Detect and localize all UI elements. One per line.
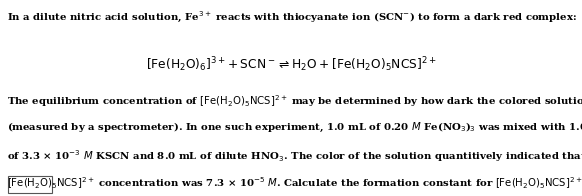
- Text: The equilibrium concentration of $[\mathrm{Fe(H_2O)_5NCS}]^{2+}$ may be determin: The equilibrium concentration of $[\math…: [7, 93, 582, 109]
- Text: $[\mathrm{Fe(H_2O)_5NCS}]^{2+}$ concentration was 7.3 × 10$^{-5}$ $M$. Calculate: $[\mathrm{Fe(H_2O)_5NCS}]^{2+}$ concentr…: [7, 175, 582, 191]
- Text: In a dilute nitric acid solution, Fe$^{3+}$ reacts with thiocyanate ion (SCN$^{-: In a dilute nitric acid solution, Fe$^{3…: [7, 9, 577, 24]
- Text: of 3.3 × 10$^{-3}$ $M$ KSCN and 8.0 mL of dilute HNO$_3$. The color of the solut: of 3.3 × 10$^{-3}$ $M$ KSCN and 8.0 mL o…: [7, 148, 582, 164]
- Text: (measured by a spectrometer). In one such experiment, 1.0 mL of 0.20 $M$ Fe(NO$_: (measured by a spectrometer). In one suc…: [7, 121, 582, 133]
- Text: $[\mathrm{Fe(H_2O)_6}]^{3+}\!+\mathrm{SCN}^-\rightleftharpoons\mathrm{H_2O}+[\ma: $[\mathrm{Fe(H_2O)_6}]^{3+}\!+\mathrm{SC…: [146, 55, 436, 74]
- Bar: [8, 176, 52, 193]
